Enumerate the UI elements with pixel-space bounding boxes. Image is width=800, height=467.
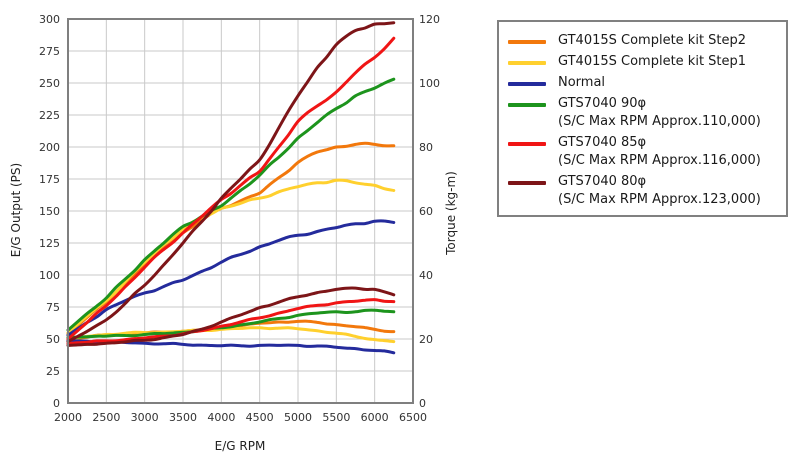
svg-text:0: 0 <box>419 397 426 410</box>
svg-text:50: 50 <box>46 333 60 346</box>
legend-color-swatch <box>508 40 546 44</box>
svg-text:150: 150 <box>39 205 60 218</box>
legend-item: Normal <box>508 74 780 92</box>
legend-item-label: GT4015S Complete kit Step1 <box>558 54 747 69</box>
gridlines <box>68 19 413 403</box>
legend-item: GTS7040 90φ (S/C Max RPM Approx.110,000) <box>508 95 780 131</box>
y-right-tick-labels: 0 20 40 60 80 100 120 <box>419 13 440 410</box>
svg-text:4000: 4000 <box>207 411 235 424</box>
legend-item-label: GTS7040 90φ <box>558 96 647 111</box>
legend-color-swatch <box>508 61 546 65</box>
svg-text:60: 60 <box>419 205 433 218</box>
y-axis-left-title: E/G Output (PS) <box>9 162 23 258</box>
svg-text:200: 200 <box>39 141 60 154</box>
legend-item: GTS7040 85φ (S/C Max RPM Approx.116,000) <box>508 134 780 170</box>
svg-text:25: 25 <box>46 365 60 378</box>
legend-item-label: GTS7040 85φ <box>558 135 647 150</box>
legend-item-text: Normal <box>558 74 605 92</box>
legend-item-text: GTS7040 80φ (S/C Max RPM Approx.123,000) <box>558 173 761 209</box>
svg-text:300: 300 <box>39 13 60 26</box>
legend-item: GTS7040 80φ (S/C Max RPM Approx.123,000) <box>508 173 780 209</box>
legend-item: GT4015S Complete kit Step1 <box>508 53 780 71</box>
svg-text:5000: 5000 <box>284 411 312 424</box>
svg-text:250: 250 <box>39 77 60 90</box>
power-curve <box>66 36 396 341</box>
x-axis-title: E/G RPM <box>214 439 266 453</box>
svg-text:120: 120 <box>419 13 440 26</box>
legend-item-text: GTS7040 90φ (S/C Max RPM Approx.110,000) <box>558 95 761 131</box>
legend-color-swatch <box>508 181 546 185</box>
svg-text:6500: 6500 <box>399 411 427 424</box>
svg-text:80: 80 <box>419 141 433 154</box>
power-curve <box>66 178 396 335</box>
x-tick-labels: 2000 2500 3000 3500 4000 4500 5000 5500 6000 6500 <box>54 411 427 424</box>
curves <box>66 21 396 355</box>
svg-text:2000: 2000 <box>54 411 82 424</box>
svg-text:100: 100 <box>419 77 440 90</box>
svg-text:40: 40 <box>419 269 433 282</box>
svg-text:4500: 4500 <box>246 411 274 424</box>
torque-curve <box>66 298 396 345</box>
svg-text:3000: 3000 <box>131 411 159 424</box>
svg-text:75: 75 <box>46 301 60 314</box>
legend-item-note: (S/C Max RPM Approx.123,000) <box>558 192 761 207</box>
power-curve <box>66 21 396 344</box>
power-curve <box>66 219 396 337</box>
y-axis-right-title: Torque (kg-m) <box>444 171 458 255</box>
svg-text:0: 0 <box>53 397 60 410</box>
legend-item-label: GTS7040 80φ <box>558 174 647 189</box>
svg-text:225: 225 <box>39 109 60 122</box>
svg-text:5500: 5500 <box>322 411 350 424</box>
chart-legend: GT4015S Complete kit Step2 GT4015S Comple… <box>497 20 788 217</box>
legend-item-text: GT4015S Complete kit Step2 <box>558 32 746 50</box>
y-left-tick-labels: 0 25 50 75 100 125 150 175 200 225 250 275 300 <box>39 13 60 410</box>
power-curve <box>66 77 396 332</box>
plot-border <box>67 18 414 404</box>
legend-color-swatch <box>508 103 546 107</box>
legend-item-text: GT4015S Complete kit Step1 <box>558 53 746 71</box>
svg-text:6000: 6000 <box>361 411 389 424</box>
svg-text:100: 100 <box>39 269 60 282</box>
legend-item-label: GT4015S Complete kit Step2 <box>558 33 747 48</box>
legend-item-note: (S/C Max RPM Approx.110,000) <box>558 114 761 129</box>
legend-item-label: Normal <box>558 75 606 90</box>
legend-color-swatch <box>508 82 546 86</box>
torque-curve <box>66 286 396 347</box>
torque-curve <box>66 308 396 339</box>
svg-text:175: 175 <box>39 173 60 186</box>
legend-item-text: GTS7040 85φ (S/C Max RPM Approx.116,000) <box>558 134 761 170</box>
svg-text:275: 275 <box>39 45 60 58</box>
legend-item-note: (S/C Max RPM Approx.116,000) <box>558 153 761 168</box>
legend-color-swatch <box>508 142 546 146</box>
svg-text:20: 20 <box>419 333 433 346</box>
legend-item: GT4015S Complete kit Step2 <box>508 32 780 50</box>
torque-curve <box>66 326 396 344</box>
svg-text:125: 125 <box>39 237 60 250</box>
svg-text:2500: 2500 <box>92 411 120 424</box>
svg-text:3500: 3500 <box>169 411 197 424</box>
